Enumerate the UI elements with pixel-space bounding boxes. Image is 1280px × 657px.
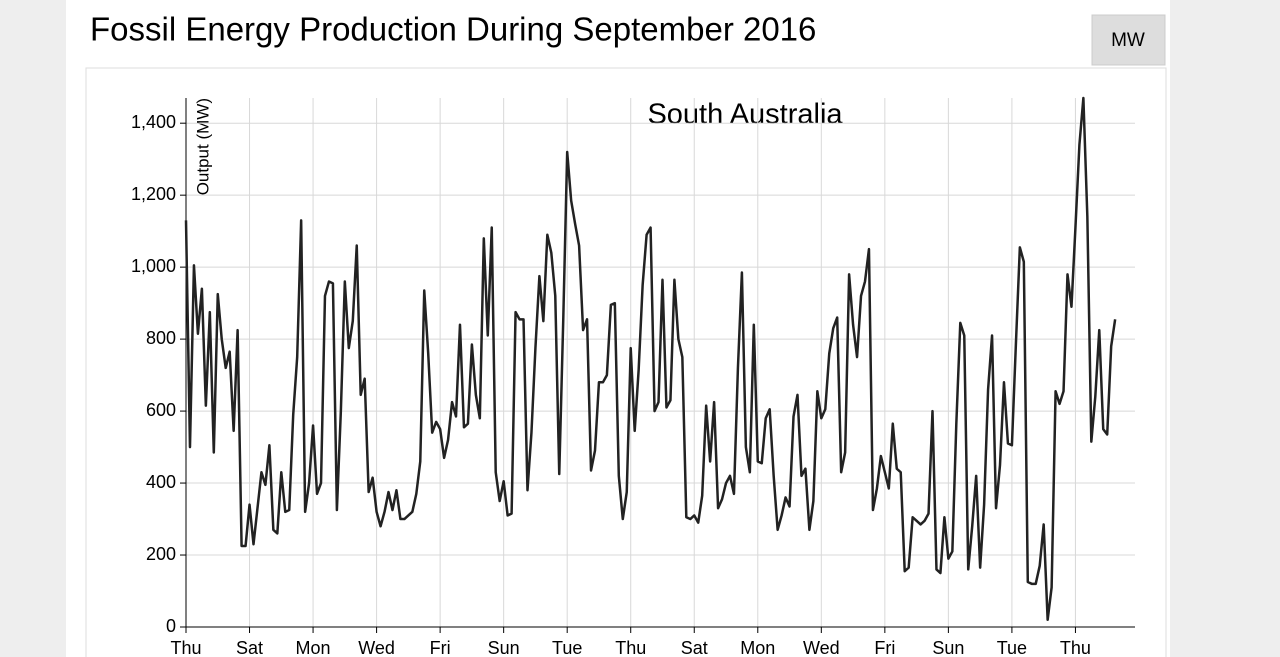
y-tick-label: 1,400 [131, 112, 176, 132]
y-tick-label: 1,000 [131, 256, 176, 276]
side-band [1170, 0, 1280, 657]
y-axis-label: Output (MW) [193, 98, 212, 195]
y-tick-label: 600 [146, 400, 176, 420]
x-tick-label: Sun [932, 638, 964, 657]
y-tick-label: 200 [146, 544, 176, 564]
x-tick-label: Sat [236, 638, 263, 657]
chart-title: Fossil Energy Production During Septembe… [90, 11, 816, 48]
x-tick-label: Sun [488, 638, 520, 657]
data-line [184, 96, 1117, 622]
chart-panel [85, 67, 1167, 657]
y-tick-label: 800 [146, 328, 176, 348]
unit-button[interactable] [1091, 14, 1166, 66]
x-tick-label: Thu [615, 638, 646, 657]
x-tick-label: Thu [1060, 638, 1091, 657]
side-band [0, 0, 66, 657]
x-tick-label: Fri [874, 638, 895, 657]
y-tick-label: 0 [166, 616, 176, 636]
x-tick-label: Thu [170, 638, 201, 657]
x-tick-label: Sat [681, 638, 708, 657]
x-tick-label: Fri [430, 638, 451, 657]
chart-subtitle: South Australia [647, 99, 843, 131]
x-tick-label: Tue [552, 638, 582, 657]
x-tick-label: Tue [997, 638, 1027, 657]
y-tick-label: 400 [146, 472, 176, 492]
unit-button-label[interactable]: MW [1111, 30, 1145, 51]
x-tick-label: Mon [740, 638, 775, 657]
x-tick-label: Wed [358, 638, 395, 657]
x-tick-label: Mon [296, 638, 331, 657]
y-tick-label: 1,200 [131, 184, 176, 204]
x-tick-label: Wed [803, 638, 840, 657]
